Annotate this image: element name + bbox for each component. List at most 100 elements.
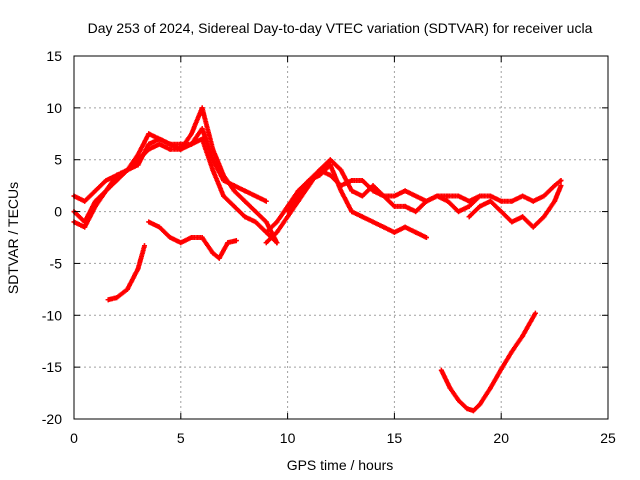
data-point bbox=[455, 193, 461, 199]
data-point bbox=[82, 198, 88, 204]
series-trace-9 bbox=[466, 183, 564, 230]
series-trace-10 bbox=[438, 310, 538, 414]
data-point bbox=[477, 203, 483, 209]
data-point bbox=[552, 183, 558, 189]
x-tick-label: 10 bbox=[280, 430, 296, 446]
data-point bbox=[114, 172, 120, 178]
data-point bbox=[263, 198, 269, 204]
data-point bbox=[498, 198, 504, 204]
data-point bbox=[253, 193, 259, 199]
data-point bbox=[402, 188, 408, 194]
data-point bbox=[274, 229, 280, 235]
series-markers bbox=[146, 219, 239, 261]
data-point bbox=[552, 198, 558, 204]
y-tick-label: -5 bbox=[50, 255, 63, 271]
data-point bbox=[402, 224, 408, 230]
data-point bbox=[423, 198, 429, 204]
data-point bbox=[156, 224, 162, 230]
data-point bbox=[124, 286, 130, 292]
data-point bbox=[92, 198, 98, 204]
data-point bbox=[221, 193, 227, 199]
data-point bbox=[413, 209, 419, 215]
series-markers bbox=[71, 126, 269, 204]
data-point bbox=[178, 146, 184, 152]
data-point bbox=[477, 193, 483, 199]
data-point bbox=[285, 214, 291, 220]
y-axis-ticks: -20 -15 -10 -5 0 5 10 15 bbox=[42, 48, 608, 427]
series-markers bbox=[438, 310, 538, 414]
x-axis-label: GPS time / hours bbox=[287, 457, 394, 473]
y-tick-label: 10 bbox=[46, 100, 62, 116]
data-point bbox=[349, 177, 355, 183]
data-point bbox=[402, 203, 408, 209]
data-point bbox=[135, 162, 141, 168]
y-tick-label: -20 bbox=[42, 411, 62, 427]
data-point bbox=[103, 188, 109, 194]
data-point bbox=[327, 172, 333, 178]
x-tick-label: 0 bbox=[70, 430, 78, 446]
data-point bbox=[466, 198, 472, 204]
data-point bbox=[253, 219, 259, 225]
data-point bbox=[509, 219, 515, 225]
y-tick-label: 0 bbox=[54, 204, 62, 220]
data-point bbox=[520, 214, 526, 220]
data-point bbox=[455, 209, 461, 215]
data-point bbox=[231, 203, 237, 209]
data-point bbox=[413, 229, 419, 235]
data-point bbox=[105, 297, 111, 303]
data-point bbox=[199, 136, 205, 142]
data-point bbox=[263, 219, 269, 225]
gridlines bbox=[74, 56, 608, 419]
data-point bbox=[141, 243, 147, 249]
data-point bbox=[423, 235, 429, 240]
data-point bbox=[306, 177, 312, 183]
data-point bbox=[532, 310, 538, 316]
data-point bbox=[274, 219, 280, 225]
data-point bbox=[541, 214, 547, 220]
series-markers bbox=[285, 167, 564, 215]
data-point bbox=[210, 146, 216, 152]
data-point bbox=[498, 366, 504, 372]
data-point bbox=[188, 131, 194, 137]
data-point bbox=[156, 136, 162, 142]
data-point bbox=[285, 209, 291, 215]
data-point bbox=[146, 219, 152, 225]
data-point bbox=[359, 177, 365, 183]
data-point bbox=[509, 198, 515, 204]
data-point bbox=[530, 224, 536, 230]
data-point bbox=[438, 367, 444, 373]
data-point bbox=[199, 126, 205, 132]
data-point bbox=[391, 203, 397, 209]
series-trace-6 bbox=[263, 162, 429, 240]
data-point bbox=[381, 224, 387, 230]
x-tick-label: 5 bbox=[177, 430, 185, 446]
data-point bbox=[381, 193, 387, 199]
data-point bbox=[210, 250, 216, 256]
y-axis-label: SDTVAR / TECUs bbox=[5, 182, 21, 294]
data-point bbox=[413, 193, 419, 199]
data-point bbox=[317, 167, 323, 173]
data-point bbox=[92, 188, 98, 194]
data-point bbox=[455, 397, 461, 403]
data-point bbox=[221, 172, 227, 178]
series-trace-2 bbox=[71, 105, 280, 246]
data-point bbox=[82, 224, 88, 230]
y-tick-label: 5 bbox=[54, 152, 62, 168]
data-point bbox=[135, 266, 141, 272]
data-point bbox=[520, 333, 526, 339]
series-trace-1 bbox=[71, 126, 269, 204]
data-point bbox=[124, 167, 130, 173]
data-point bbox=[199, 235, 205, 240]
x-tick-label: 20 bbox=[493, 430, 509, 446]
data-point bbox=[216, 255, 222, 261]
data-point bbox=[188, 235, 194, 240]
data-point bbox=[434, 193, 440, 199]
data-point bbox=[445, 193, 451, 199]
data-point bbox=[530, 198, 536, 204]
data-point bbox=[338, 167, 344, 173]
data-point bbox=[242, 214, 248, 220]
data-point bbox=[558, 183, 564, 189]
x-axis-ticks: 0 5 10 15 20 25 bbox=[70, 56, 616, 446]
data-point bbox=[477, 401, 483, 407]
